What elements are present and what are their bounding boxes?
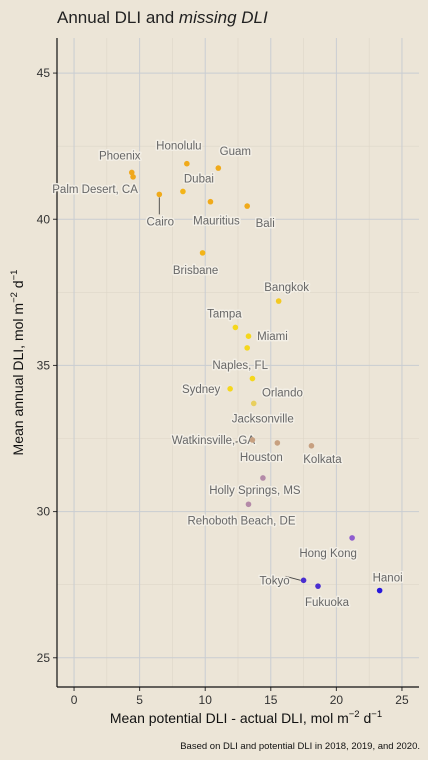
data-point: [244, 345, 250, 351]
data-point: [180, 188, 186, 195]
y-axis-title: Mean annual DLI, mol m−2 d−1: [9, 270, 26, 456]
x-tick-label: 15: [264, 693, 278, 707]
data-point: [130, 174, 136, 180]
data-point: [227, 386, 233, 392]
data-point: [232, 324, 239, 331]
point-label: Holly Springs, MS: [209, 485, 301, 497]
leader-layer: [158, 197, 301, 581]
leader-line: [230, 439, 250, 444]
axis-layer: 0 5 10 15 20 25 25 30 35 40 45: [37, 38, 419, 707]
point-label: Miami: [257, 331, 288, 343]
data-point: [250, 400, 257, 407]
x-tick-label: 20: [330, 693, 344, 707]
chart-caption: Based on DLI and potential DLI in 2018, …: [180, 741, 420, 752]
point-label: Honolulu: [156, 141, 201, 153]
point-label: Orlando: [262, 388, 303, 400]
x-tick-label: 25: [395, 693, 409, 707]
data-point: [245, 333, 252, 339]
point-label: Naples, FL: [212, 360, 268, 372]
chart-title-main: Annual DLI and: [57, 8, 179, 27]
data-point: [275, 298, 282, 304]
y-tick-label: 25: [37, 651, 51, 665]
point-label: Watkinsville, GA: [172, 435, 256, 447]
data-point: [300, 577, 307, 584]
point-label: Fukuoka: [305, 597, 350, 609]
data-point: [156, 191, 163, 198]
point-label: Bali: [256, 218, 275, 230]
point-label: Houston: [240, 452, 283, 464]
point-label: Tampa: [207, 308, 242, 320]
data-point: [376, 587, 383, 594]
point-label: Sydney: [182, 384, 221, 396]
y-tick-label: 30: [37, 505, 51, 519]
x-tick-label: 10: [199, 693, 213, 707]
axis-title-layer: Mean potential DLI - actual DLI, mol m−2…: [9, 270, 382, 726]
data-point: [349, 535, 355, 541]
chart-title-italic: missing DLI: [178, 8, 268, 27]
leader-line: [285, 575, 301, 581]
data-point: [245, 501, 252, 508]
y-tick-label: 35: [37, 358, 51, 372]
point-label: Mauritius: [193, 216, 240, 228]
data-point: [244, 203, 250, 209]
data-point: [215, 165, 222, 171]
point-label: Tokyo: [260, 575, 290, 587]
point-label: Dubai: [184, 173, 214, 185]
point-label: Palm Desert, CA: [52, 184, 138, 196]
point-label: Hong Kong: [299, 548, 357, 560]
point-label: Kolkata: [303, 454, 342, 466]
chart-title: Annual DLI and missing DLI: [57, 8, 268, 28]
label-layer: Phoenix Palm Desert, CA Honolulu Guam Dubai C…: [51, 139, 404, 610]
data-point: [260, 475, 266, 481]
data-point: [308, 443, 315, 449]
data-point: [249, 375, 256, 382]
point-label: Cairo: [147, 216, 174, 228]
point-label: Bangkok: [264, 282, 309, 294]
point-label: Rehoboth Beach, DE: [187, 515, 295, 527]
point-label: Jacksonville: [232, 413, 294, 425]
point-label: Brisbane: [173, 265, 218, 277]
data-point: [184, 160, 190, 167]
grid-layer: [57, 38, 419, 687]
point-label: Phoenix: [99, 150, 141, 162]
x-axis-title: Mean potential DLI - actual DLI, mol m−2…: [110, 709, 382, 726]
data-point: [315, 583, 321, 589]
data-point: [207, 198, 214, 205]
x-tick-label: 5: [136, 693, 143, 707]
y-tick-label: 40: [37, 212, 51, 226]
point-label: Hanoi: [373, 573, 403, 585]
data-point: [249, 437, 256, 443]
data-point: [274, 440, 281, 446]
point-label: Guam: [220, 146, 251, 158]
data-point: [199, 250, 206, 256]
x-tick-label: 0: [71, 693, 78, 707]
y-tick-label: 45: [37, 66, 51, 80]
data-point: [128, 169, 135, 176]
point-layer: [128, 160, 383, 594]
